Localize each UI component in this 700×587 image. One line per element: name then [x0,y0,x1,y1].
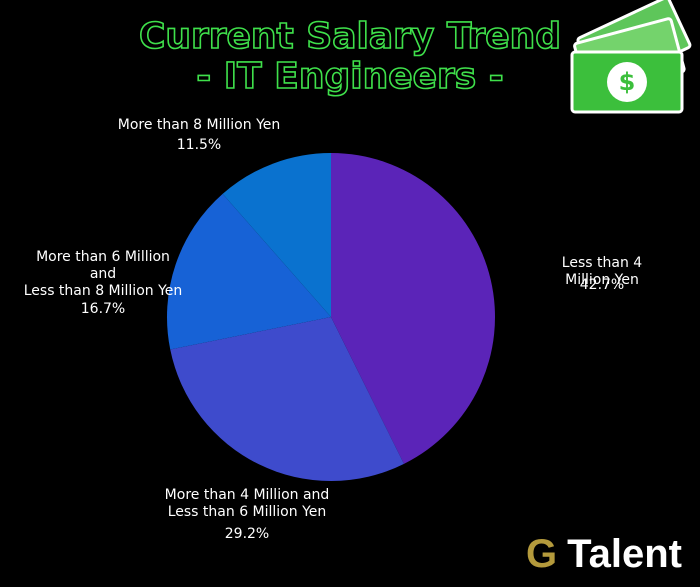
slice-label: More than 4 Million and Less than 6 Mill… [164,487,330,520]
icon-symbol: $ [619,68,636,96]
brand-initial: G [526,532,558,576]
slice-value: 42.7% [579,277,625,293]
slice-label: More than 6 Million and Less than 8 Mill… [23,249,183,299]
slice-value: 29.2% [224,526,270,542]
pie-slice [222,153,331,317]
brand-name: Talent [567,532,682,576]
brand: G Talent [526,532,682,577]
chart-title: Current Salary Trend [139,16,561,57]
slice-label: More than 8 Million Yen [117,117,281,133]
slice-value: 16.7% [80,301,126,317]
slice-value: 11.5% [176,137,222,153]
pie-slice [170,317,405,481]
money-icon: $ [570,0,692,114]
pie-slice [331,153,495,464]
chart-subtitle: - IT Engineers - [196,56,503,97]
slice-label: Less than 4 Million Yen [561,255,643,288]
pie-slice [167,193,331,350]
